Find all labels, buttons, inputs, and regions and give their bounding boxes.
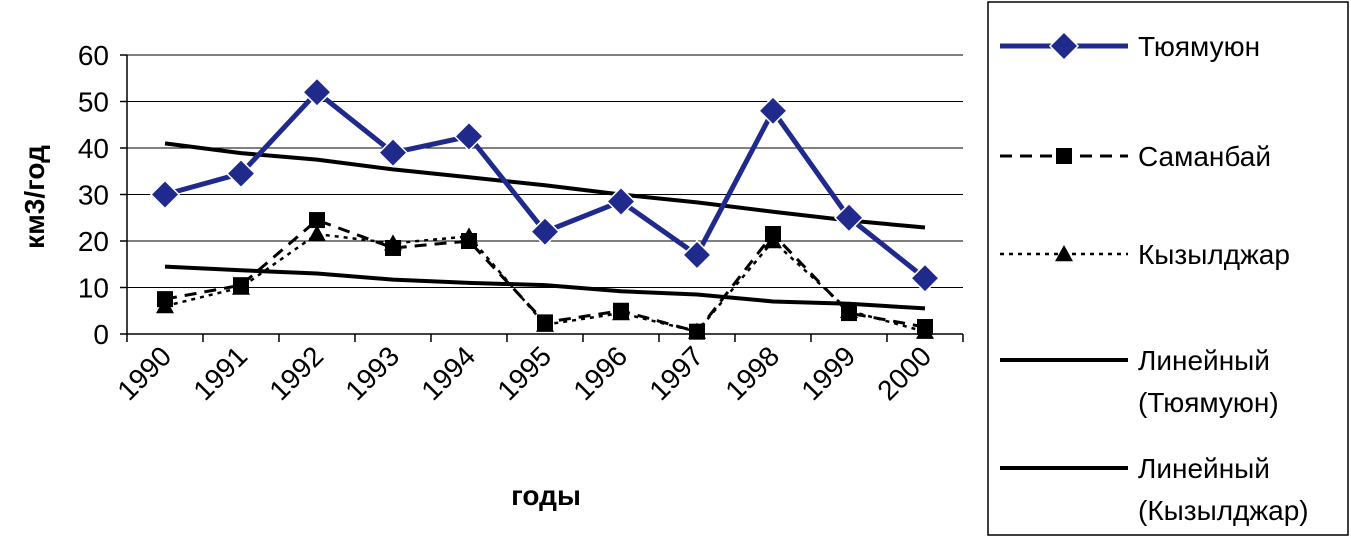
data-point-diamond <box>529 216 561 247</box>
x-tick-label: 1999 <box>795 340 861 406</box>
legend-entry: Линейный (Тюямуюн) <box>1000 345 1279 418</box>
data-point-square <box>537 314 553 331</box>
x-tick-label: 1997 <box>643 340 709 406</box>
y-tick-label: 20 <box>78 226 109 257</box>
data-point-square <box>613 302 629 319</box>
x-tick-label: 1991 <box>187 340 253 406</box>
legend-label: Саманбай <box>1138 141 1271 172</box>
data-point-diamond <box>149 179 181 210</box>
data-point-square <box>233 277 249 294</box>
x-tick-label: 1996 <box>567 340 633 406</box>
x-tick-label: 1990 <box>111 340 177 406</box>
y-axis-title: км3/год <box>19 145 50 249</box>
data-point-triangle <box>308 225 326 242</box>
data-point-diamond <box>377 137 409 168</box>
y-tick-label: 40 <box>78 133 109 164</box>
series-area <box>149 77 941 340</box>
legend-label-line2: (Кызылджар) <box>1138 495 1309 526</box>
y-tick-label: 0 <box>93 319 109 350</box>
series-1 <box>157 212 933 340</box>
data-point-diamond <box>757 95 789 126</box>
data-point-square <box>1056 148 1072 164</box>
data-point-triangle <box>1055 245 1073 262</box>
data-point-square <box>841 305 857 322</box>
axes <box>120 54 964 342</box>
data-point-square <box>765 226 781 243</box>
x-tick-label: 1998 <box>719 340 785 406</box>
series-line <box>164 141 926 230</box>
x-tick-label: 1993 <box>339 340 405 406</box>
series-0 <box>149 77 941 294</box>
data-point-square <box>917 319 933 336</box>
y-tick-label: 10 <box>78 273 109 304</box>
x-tick-label: 1995 <box>491 340 557 406</box>
data-point-diamond <box>1048 30 1080 62</box>
data-point-square <box>461 233 477 249</box>
data-point-square <box>385 239 401 256</box>
series-line <box>164 232 926 334</box>
data-point-diamond <box>225 158 257 189</box>
data-point-diamond <box>681 239 713 271</box>
legend: Тюямуюн Саманбай Кызылджар Линейный (Тюямуюн… <box>987 1 1349 536</box>
legend-entry: Кызылджар <box>1000 239 1290 270</box>
x-tick-label: 1994 <box>415 340 481 406</box>
legend-label: Тюямуюн <box>1138 31 1260 62</box>
legend-label: Линейный <box>1138 453 1270 484</box>
data-point-diamond <box>301 77 333 108</box>
series-line <box>164 264 926 311</box>
legend-label: Кызылджар <box>1138 239 1290 270</box>
data-point-square <box>689 323 705 340</box>
y-tick-label: 30 <box>78 180 109 211</box>
x-axis-title: годы <box>511 480 581 511</box>
data-point-diamond <box>605 186 637 217</box>
data-point-square <box>157 291 173 308</box>
data-point-diamond <box>909 263 941 294</box>
data-point-diamond <box>833 202 865 233</box>
x-tick-label: 1992 <box>263 340 329 406</box>
legend-entry: Тюямуюн <box>1000 30 1260 62</box>
data-point-diamond <box>453 121 485 152</box>
y-tick-label: 60 <box>78 40 109 71</box>
legend-box <box>987 1 1349 536</box>
series-4 <box>164 264 926 311</box>
legend-entry: Саманбай <box>1000 141 1271 172</box>
x-tick-label: 2000 <box>871 340 937 406</box>
legend-entries: Тюямуюн Саманбай Кызылджар Линейный (Тюямуюн… <box>1000 30 1309 526</box>
legend-entry: Линейный (Кызылджар) <box>1000 453 1309 526</box>
legend-label: Линейный <box>1138 345 1270 376</box>
series-3 <box>164 141 926 230</box>
y-tick-label: 50 <box>78 87 109 118</box>
legend-label-line2: (Тюямуюн) <box>1138 387 1279 418</box>
data-point-square <box>309 212 325 229</box>
